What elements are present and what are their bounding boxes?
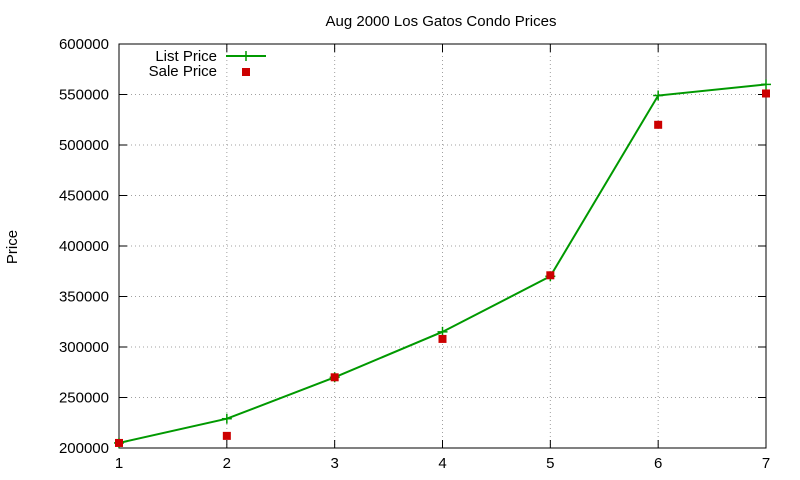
x-tick-label: 6 <box>654 455 662 472</box>
y-tick-label: 450000 <box>59 188 109 205</box>
legend-label-sale-price: Sale Price <box>149 63 217 80</box>
chart-title: Aug 2000 Los Gatos Condo Prices <box>326 13 557 30</box>
list-price-line <box>118 83 767 444</box>
x-tick-label: 3 <box>330 455 338 472</box>
list-price-point <box>653 90 664 101</box>
sale-price-point <box>762 89 770 98</box>
y-tick-label: 550000 <box>59 87 109 104</box>
y-tick-label: 250000 <box>59 390 109 407</box>
x-tick-label: 5 <box>546 455 554 472</box>
legend-marker-sale-price <box>242 68 250 76</box>
y-tick-label: 350000 <box>59 289 109 306</box>
axis-ticks: 200000 250000 300000 350000 400000 450000 5000… <box>59 36 770 472</box>
y-axis-label: Price <box>4 230 21 264</box>
sale-price-point <box>330 373 339 382</box>
x-tick-label: 4 <box>438 455 446 472</box>
sale-price-point <box>222 431 231 440</box>
y-tick-label: 300000 <box>59 339 109 356</box>
grid <box>119 44 766 448</box>
x-tick-label: 1 <box>115 455 123 472</box>
sale-price-point <box>115 438 123 447</box>
x-tick-label: 7 <box>762 455 770 472</box>
sale-price-point <box>546 271 555 280</box>
sale-price-point <box>438 334 447 343</box>
legend-label-list-price: List Price <box>155 48 217 65</box>
list-price-point <box>761 79 771 90</box>
y-tick-label: 600000 <box>59 36 109 53</box>
y-tick-label: 500000 <box>59 137 109 154</box>
series-layer <box>114 79 771 448</box>
sale-price-point <box>654 120 663 129</box>
x-tick-label: 2 <box>223 455 231 472</box>
y-tick-label: 200000 <box>59 440 109 457</box>
list-price-point <box>221 413 232 424</box>
y-tick-label: 400000 <box>59 238 109 255</box>
legend-marker-list-price <box>241 51 251 61</box>
